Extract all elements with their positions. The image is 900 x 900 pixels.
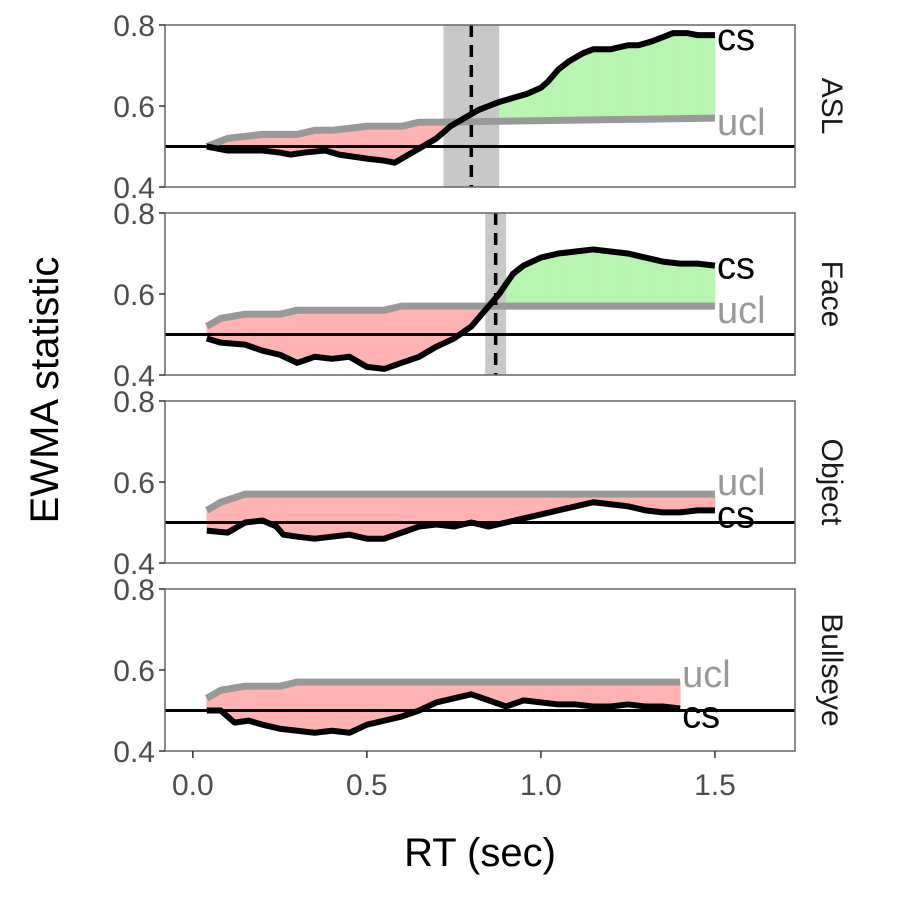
ucl-label: ucl [717,290,766,332]
cs-line [206,499,715,542]
panel-asl: ucl cs 0.4 0.6 0.8 ASL [113,10,848,205]
strip-label: Face [815,261,848,328]
strip-label: Object [815,439,848,526]
plot-area [165,213,795,375]
panel-border [164,400,796,564]
plot-area [165,490,795,542]
cs-label: cs [682,695,720,737]
cs-line [206,691,681,736]
ucl-line [205,302,715,330]
y-tick-label: 0.4 [113,736,155,769]
y-tick-label: 0.8 [113,386,155,419]
ucl-line [205,114,715,150]
x-tick-label: 0.5 [346,769,388,802]
cs-label: cs [717,246,755,288]
y-tick-label: 0.6 [113,279,155,312]
y-tick-label: 0.8 [113,10,155,43]
strip-label: Bullseye [815,613,848,726]
ucl-label: ucl [717,102,766,144]
x-tick-label: 0.0 [172,769,214,802]
y-tick-label: 0.4 [113,172,155,205]
y-tick-label: 0.8 [113,574,155,607]
y-tick-label: 0.4 [113,360,155,393]
x-tick-label: 1.0 [520,769,562,802]
y-tick-label: 0.6 [113,655,155,688]
x-axis: 0.0 0.5 1.0 1.5 [172,751,736,802]
ucl-label: ucl [717,462,766,504]
above-ucl-fill [712,265,716,307]
above-ucl-fill [712,34,716,119]
ucl-label: ucl [682,654,731,696]
y-tick-label: 0.6 [113,91,155,124]
ucl-line [205,490,715,514]
y-tick-label: 0.8 [113,198,155,231]
cs-label: cs [717,494,755,536]
below-ucl-fill [678,681,681,709]
x-tick-label: 1.5 [694,769,736,802]
x-axis-title: RT (sec) [404,831,556,875]
cs-line [206,30,715,166]
y-tick-label: 0.4 [113,548,155,581]
y-tick-label: 0.6 [113,467,155,500]
y-axis-title: EWMA statistic [23,257,67,524]
cs-line [205,246,716,372]
panels-layer: uclcs0.40.60.8ASLuclcs0.40.60.8Faceuclcs… [113,10,848,769]
plot-area [165,678,795,736]
strip-label: ASL [815,78,848,135]
ucl-line [205,678,681,702]
cs-label: cs [717,17,755,59]
plot-area [165,25,795,187]
